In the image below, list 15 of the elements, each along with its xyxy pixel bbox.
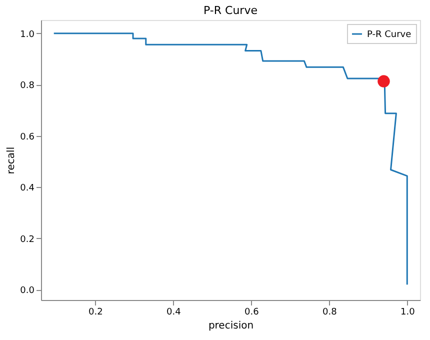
x-tick-label: 0.2 — [88, 308, 103, 318]
x-tick-label: 0.8 — [322, 308, 338, 318]
y-tick-label: 0.8 — [20, 81, 35, 92]
y-tick-label: 1.0 — [20, 30, 35, 40]
x-tick-label: 1.0 — [400, 308, 416, 318]
x-tick-label: 0.6 — [244, 308, 260, 318]
y-tick-label: 0.6 — [20, 132, 35, 142]
y-tick-label: 0.4 — [20, 184, 35, 194]
chart-title: P-R Curve — [204, 4, 258, 17]
legend-label: P-R Curve — [367, 30, 412, 40]
y-axis-title: recall — [6, 146, 18, 174]
y-tick-label: 0.2 — [20, 234, 34, 245]
x-tick-label: 0.4 — [166, 308, 182, 318]
y-tick-label: 0.0 — [20, 286, 35, 296]
x-axis-title: precision — [208, 320, 254, 332]
